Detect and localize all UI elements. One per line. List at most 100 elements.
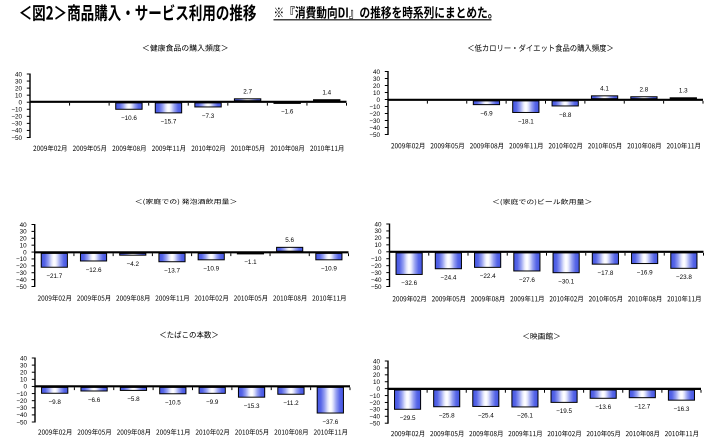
svg-text:0: 0 <box>23 249 27 256</box>
svg-text:−15.3: −15.3 <box>244 403 260 410</box>
svg-text:10: 10 <box>374 242 382 249</box>
svg-text:−10.9: −10.9 <box>203 266 219 273</box>
svg-text:−50: −50 <box>16 419 27 426</box>
svg-text:−10: −10 <box>369 104 380 111</box>
svg-text:0: 0 <box>376 386 380 393</box>
svg-text:−10.6: −10.6 <box>121 115 137 122</box>
svg-text:−40: −40 <box>11 128 22 135</box>
svg-text:−6.6: −6.6 <box>88 397 101 404</box>
svg-text:0: 0 <box>23 384 27 391</box>
svg-text:−25.8: −25.8 <box>439 413 455 420</box>
svg-text:−10: −10 <box>369 393 380 400</box>
svg-text:−26.1: −26.1 <box>517 413 533 420</box>
svg-text:−10: −10 <box>16 256 27 263</box>
svg-text:−32.6: −32.6 <box>401 280 417 287</box>
svg-text:−20: −20 <box>369 111 380 118</box>
svg-text:30: 30 <box>20 229 28 236</box>
svg-text:20: 20 <box>15 85 23 92</box>
svg-text:−10.5: −10.5 <box>165 400 181 407</box>
svg-text:−1.6: −1.6 <box>281 109 294 116</box>
svg-text:−30.1: −30.1 <box>558 279 574 286</box>
svg-text:−19.5: −19.5 <box>556 408 572 415</box>
svg-text:−40: −40 <box>16 277 27 284</box>
svg-text:20: 20 <box>373 83 381 90</box>
svg-text:−37.6: −37.6 <box>322 419 338 426</box>
svg-text:−18.1: −18.1 <box>518 118 534 125</box>
svg-text:30: 30 <box>373 365 381 372</box>
svg-text:−17.8: −17.8 <box>597 270 613 277</box>
svg-text:20: 20 <box>20 236 28 243</box>
svg-text:40: 40 <box>374 221 382 228</box>
svg-text:−20: −20 <box>369 400 380 407</box>
svg-text:−50: −50 <box>369 132 380 139</box>
svg-text:40: 40 <box>15 71 23 78</box>
svg-text:−40: −40 <box>369 414 380 421</box>
svg-text:−30: −30 <box>369 118 380 125</box>
svg-text:−30: −30 <box>371 270 382 277</box>
svg-text:20: 20 <box>373 372 381 379</box>
svg-text:2.7: 2.7 <box>243 89 252 96</box>
svg-text:−22.4: −22.4 <box>480 273 496 280</box>
svg-text:20: 20 <box>374 235 382 242</box>
svg-text:0: 0 <box>18 100 22 107</box>
svg-text:40: 40 <box>373 69 381 76</box>
svg-text:−15.7: −15.7 <box>161 119 177 126</box>
svg-text:−13.6: −13.6 <box>595 404 611 411</box>
svg-text:5.6: 5.6 <box>285 237 294 244</box>
svg-text:−50: −50 <box>11 135 22 142</box>
svg-text:−20: −20 <box>371 263 382 270</box>
svg-text:10: 10 <box>20 242 28 249</box>
svg-text:40: 40 <box>373 358 381 365</box>
svg-text:1.3: 1.3 <box>679 88 688 95</box>
svg-text:0: 0 <box>378 249 382 256</box>
svg-text:−30: −30 <box>369 407 380 414</box>
svg-text:−40: −40 <box>371 277 382 284</box>
svg-text:−21.7: −21.7 <box>46 273 62 280</box>
svg-text:10: 10 <box>373 90 381 97</box>
svg-text:−10: −10 <box>371 256 382 263</box>
svg-text:30: 30 <box>15 78 23 85</box>
svg-text:30: 30 <box>20 362 28 369</box>
svg-text:−30: −30 <box>16 270 27 277</box>
svg-text:−24.4: −24.4 <box>440 275 456 282</box>
svg-text:−6.9: −6.9 <box>480 110 493 117</box>
svg-text:30: 30 <box>373 76 381 83</box>
svg-text:−7.3: −7.3 <box>202 113 215 120</box>
svg-text:−16.9: −16.9 <box>637 269 653 276</box>
svg-text:−25.4: −25.4 <box>478 412 494 419</box>
svg-text:−20: −20 <box>11 114 22 121</box>
svg-text:10: 10 <box>20 377 28 384</box>
svg-text:−27.6: −27.6 <box>519 277 535 284</box>
svg-text:−12.7: −12.7 <box>634 403 650 410</box>
svg-text:0: 0 <box>376 97 380 104</box>
svg-text:−50: −50 <box>371 284 382 291</box>
svg-text:4.1: 4.1 <box>600 86 609 93</box>
svg-text:−40: −40 <box>16 412 27 419</box>
svg-text:−13.7: −13.7 <box>164 268 180 275</box>
svg-text:−10.9: −10.9 <box>321 266 337 273</box>
svg-text:40: 40 <box>20 222 28 229</box>
svg-text:2.8: 2.8 <box>640 87 649 94</box>
svg-text:−4.2: −4.2 <box>127 261 140 268</box>
svg-text:40: 40 <box>20 355 28 362</box>
svg-text:−23.8: −23.8 <box>676 274 692 281</box>
svg-text:10: 10 <box>15 92 23 99</box>
svg-text:−11.2: −11.2 <box>283 400 299 407</box>
svg-text:−40: −40 <box>369 125 380 132</box>
svg-text:10: 10 <box>373 379 381 386</box>
svg-text:−30: −30 <box>11 121 22 128</box>
svg-text:−10: −10 <box>16 391 27 398</box>
svg-text:−30: −30 <box>16 405 27 412</box>
svg-text:−9.9: −9.9 <box>206 399 219 406</box>
svg-text:−16.3: −16.3 <box>673 406 689 413</box>
svg-text:20: 20 <box>20 370 28 377</box>
svg-text:−9.8: −9.8 <box>48 399 61 406</box>
svg-text:−10: −10 <box>11 107 22 114</box>
svg-text:30: 30 <box>374 228 382 235</box>
svg-text:−50: −50 <box>369 421 380 428</box>
svg-text:−1.1: −1.1 <box>244 259 257 266</box>
svg-text:1.4: 1.4 <box>322 90 331 97</box>
svg-text:−12.6: −12.6 <box>86 267 102 274</box>
svg-text:−20: −20 <box>16 398 27 405</box>
svg-text:−8.8: −8.8 <box>559 112 572 119</box>
